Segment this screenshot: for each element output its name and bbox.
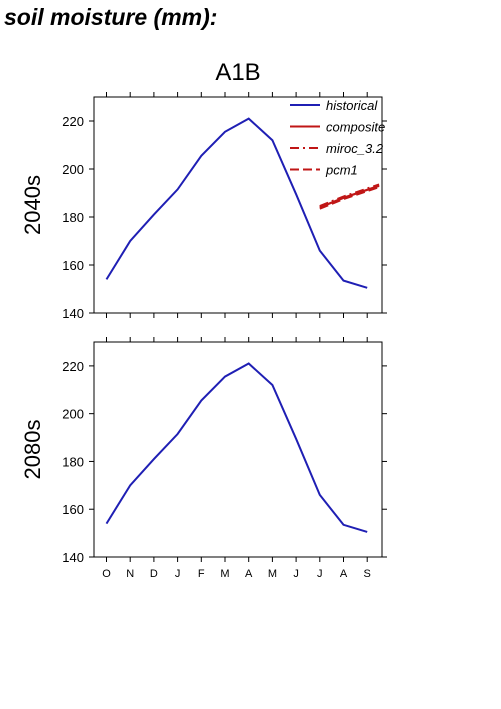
panel-label: 2040s bbox=[20, 175, 45, 235]
legend-label: miroc_3.2 bbox=[326, 141, 384, 156]
series-line-miroc-3-2 bbox=[319, 183, 380, 208]
series-line-composite bbox=[319, 184, 380, 209]
x-tick-label: F bbox=[198, 568, 205, 580]
x-tick-label: J bbox=[175, 568, 181, 580]
page-title: soil moisture (mm): bbox=[4, 4, 218, 30]
panel-2040s: 140 160 180 200 220 2040s historical composite m… bbox=[20, 92, 387, 321]
x-tick-label: J bbox=[317, 568, 323, 580]
y-tick-label: 140 bbox=[62, 550, 84, 565]
x-tick-label: M bbox=[220, 568, 229, 580]
y-tick-label: 140 bbox=[62, 306, 84, 321]
plot-frame bbox=[93, 341, 383, 558]
legend-label: pcm1 bbox=[325, 163, 358, 178]
series-line-historical bbox=[105, 117, 368, 289]
x-tick-label: O bbox=[102, 568, 111, 580]
x-tick-label: M bbox=[268, 568, 277, 580]
y-tick-label: 160 bbox=[62, 502, 84, 517]
series-line-pcm1 bbox=[319, 185, 380, 210]
series-line-historical bbox=[105, 362, 368, 533]
panel-2080s: 140 160 180 200 220 O N D J F M A M J J A S 2080s bbox=[20, 337, 387, 580]
y-tick-label: 220 bbox=[62, 114, 84, 129]
y-tick-label: 160 bbox=[62, 258, 84, 273]
x-tick-label: D bbox=[150, 568, 158, 580]
legend-label: composite bbox=[326, 120, 385, 135]
scenario-title: A1B bbox=[215, 59, 260, 86]
y-tick-label: 180 bbox=[62, 210, 84, 225]
legend-label: historical bbox=[326, 98, 378, 113]
panel-label: 2080s bbox=[20, 420, 45, 480]
x-tick-label: A bbox=[340, 568, 348, 580]
y-tick-label: 200 bbox=[62, 162, 84, 177]
plot-frame bbox=[93, 96, 383, 314]
x-tick-label: N bbox=[126, 568, 134, 580]
y-tick-label: 220 bbox=[62, 359, 84, 374]
x-tick-label: A bbox=[245, 568, 253, 580]
y-tick-label: 200 bbox=[62, 407, 84, 422]
x-tick-label: S bbox=[364, 568, 371, 580]
x-tick-label: J bbox=[293, 568, 299, 580]
y-tick-label: 180 bbox=[62, 454, 84, 469]
